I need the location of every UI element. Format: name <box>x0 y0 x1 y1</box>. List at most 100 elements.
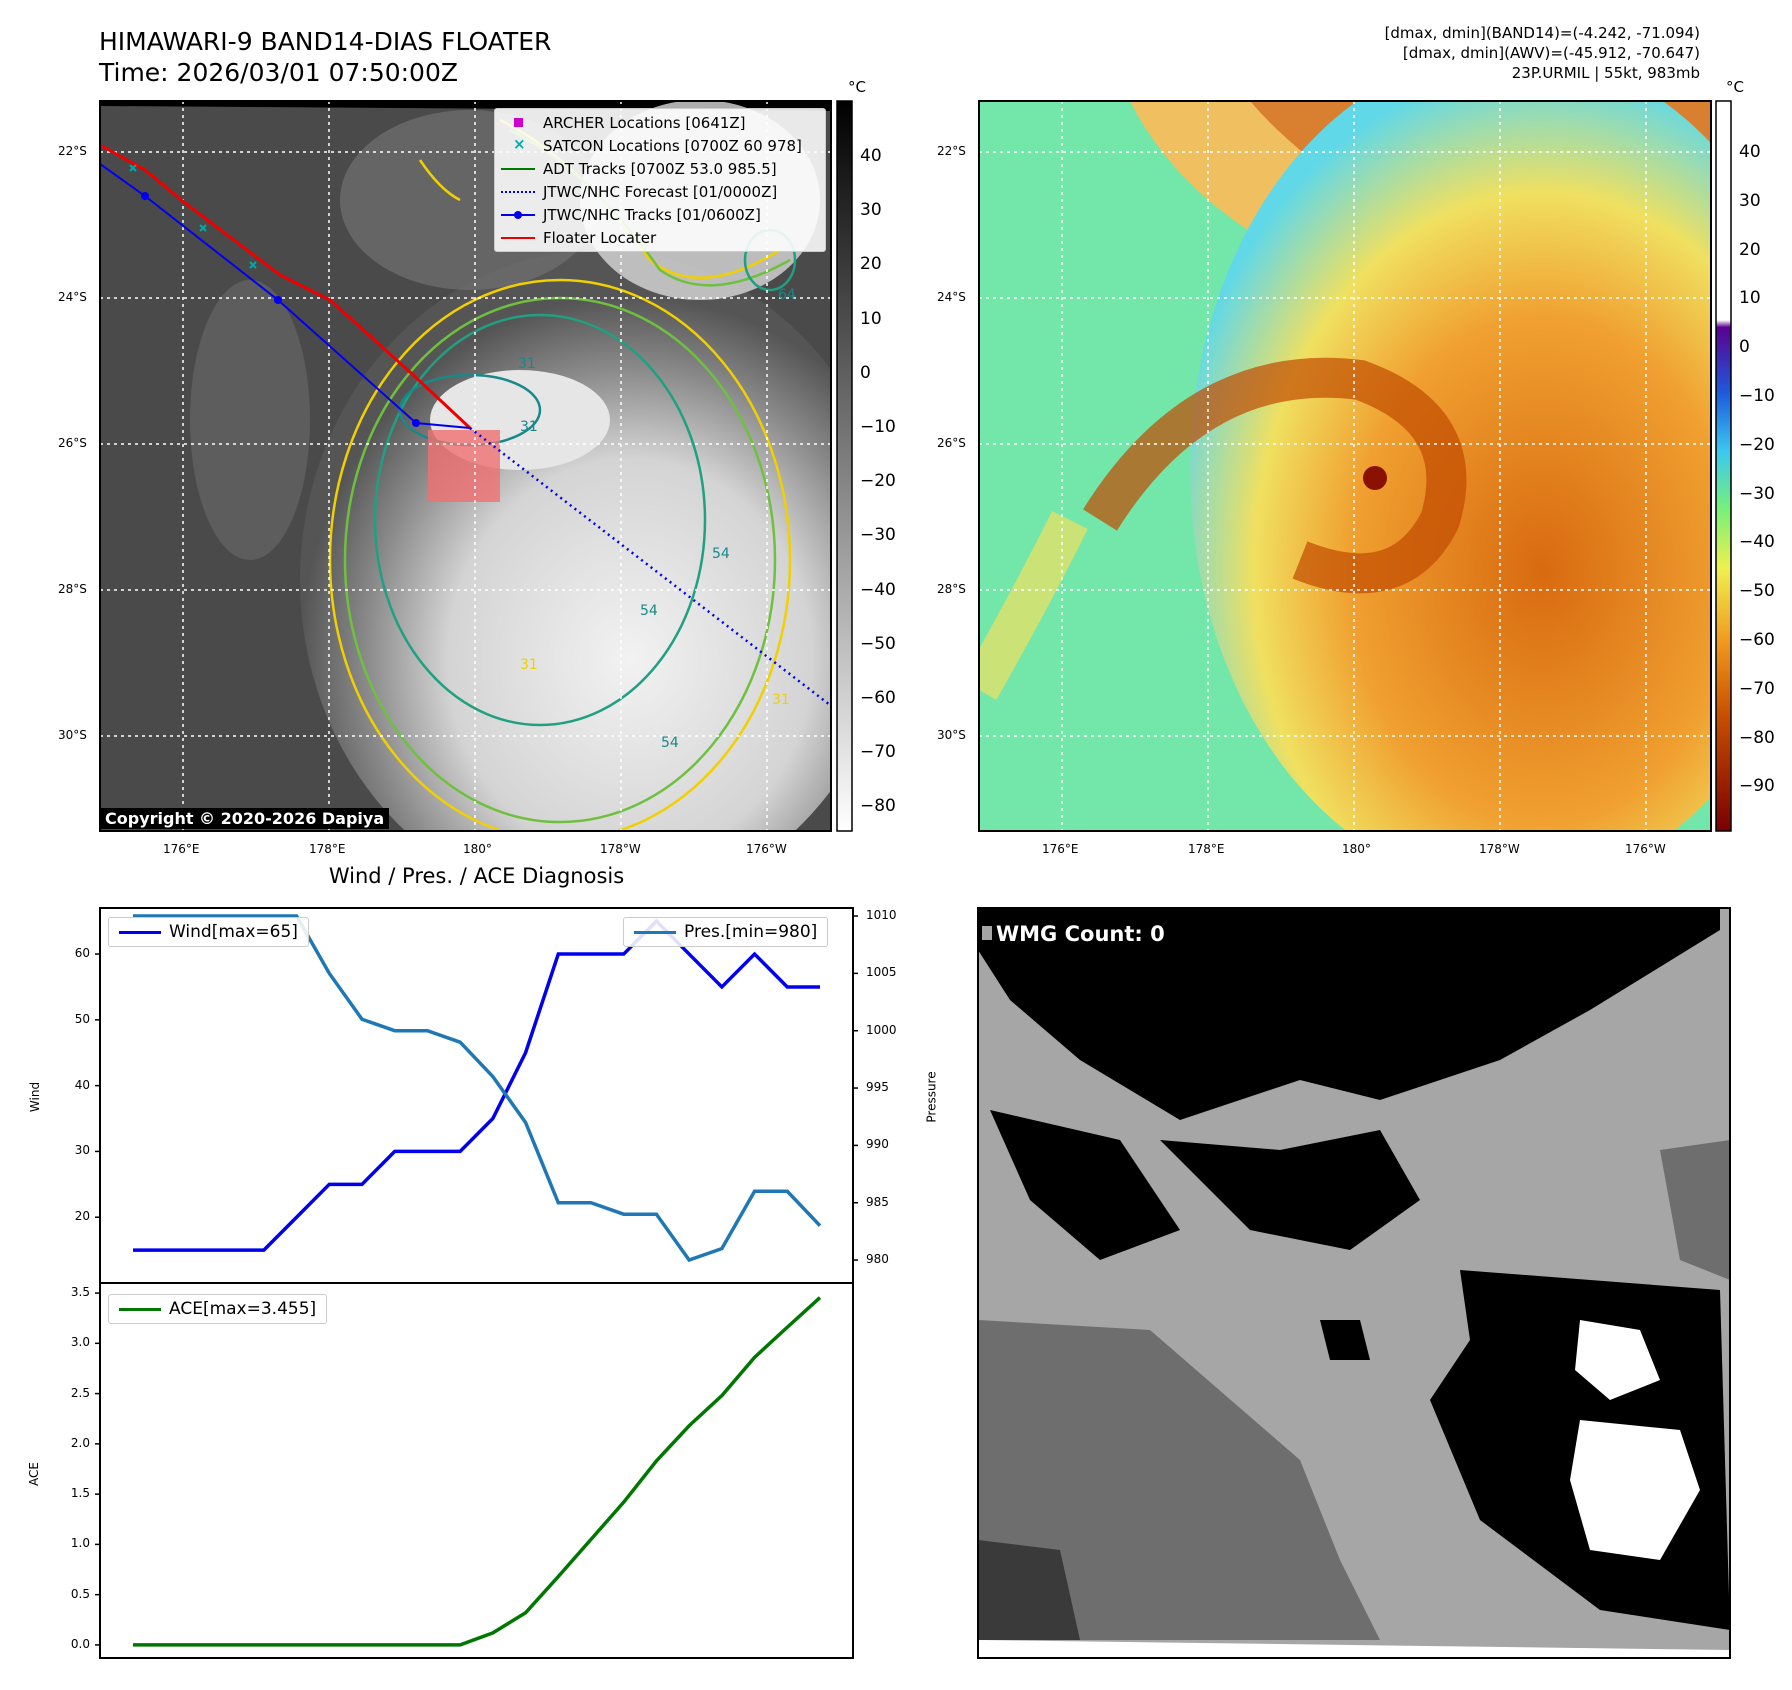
diagnosis-chart-layer <box>95 914 858 1647</box>
axis-tick-label: 1.0 <box>70 1536 90 1551</box>
colorbar-tick-label: −40 <box>1739 532 1775 553</box>
line-icon <box>634 931 676 934</box>
axis-tick-label: 50 <box>74 1011 90 1026</box>
colorbar-tick-label: −20 <box>1739 434 1775 455</box>
pressure-legend: Pres.[min=980] <box>623 917 829 947</box>
ir-colorbar <box>836 100 853 832</box>
colorbar-tick-label: 40 <box>1739 142 1761 162</box>
axis-tick-label: 1005 <box>866 965 897 980</box>
square-icon <box>514 117 523 127</box>
colorbar-tick-label: 30 <box>1739 190 1761 211</box>
ace-axis-label: ACE <box>26 1462 41 1486</box>
colorbar-tick-label: −60 <box>860 688 896 708</box>
ace-frame <box>99 1282 854 1659</box>
colorbar-tick-label: −40 <box>860 579 896 600</box>
color-frame <box>978 100 1712 832</box>
legend-item-adt: ADT Tracks [0700Z 53.0 985.5] <box>495 157 825 180</box>
contour-label: 64 <box>778 287 796 303</box>
ir-lat-label: 26°S <box>58 436 87 450</box>
legend-label: SATCON Locations [0700Z 60 978] <box>543 136 802 155</box>
colorbar-tick-label: 20 <box>1739 239 1761 260</box>
wind-series-line <box>133 918 820 1252</box>
chart-title: HIMAWARI-9 BAND14-DIAS FLOATER <box>99 27 552 56</box>
ir-lat-label: 22°S <box>58 144 87 158</box>
color-lon-label: 176°E <box>1042 842 1079 856</box>
ir-lon-label: 176°E <box>163 842 200 856</box>
color-lon-label: 180° <box>1342 842 1371 856</box>
colorbar-tick-label: 40 <box>860 146 882 166</box>
contour-label: 31 <box>520 419 538 435</box>
contour-label: 54 <box>712 546 730 562</box>
legend-item-satcon: × SATCON Locations [0700Z 60 978] <box>495 134 825 157</box>
contour-label: 54 <box>640 603 658 619</box>
legend-label: ACE[max=3.455] <box>169 1299 317 1319</box>
legend-item-archer: ARCHER Locations [0641Z] <box>495 111 825 134</box>
copyright-badge: Copyright © 2020-2026 Dapiya <box>100 808 390 829</box>
axis-tick-label: 3.5 <box>70 1285 90 1300</box>
ir-lon-label: 176°W <box>746 842 787 856</box>
pressure-axis-label: Pressure <box>924 1071 939 1123</box>
legend-label: JTWC/NHC Forecast [01/0000Z] <box>543 182 778 201</box>
axis-tick-label: 60 <box>74 946 90 961</box>
color-lon-label: 178°E <box>1188 842 1225 856</box>
axis-tick-label: 990 <box>866 1137 889 1152</box>
legend-label: ARCHER Locations [0641Z] <box>543 113 746 132</box>
colorbar-tick-label: −60 <box>1739 630 1775 650</box>
colorbar-tick-label: 0 <box>860 362 871 383</box>
axis-tick-label: 0.0 <box>70 1636 90 1651</box>
axis-tick-label: 980 <box>866 1252 889 1267</box>
axis-tick-label: 1000 <box>866 1022 897 1037</box>
ir-lon-label: 178°W <box>600 842 641 856</box>
colorbar-tick-label: −30 <box>1739 483 1775 504</box>
ir-lat-label: 30°S <box>58 728 87 742</box>
axis-tick-label: 3.0 <box>70 1335 90 1350</box>
colorbar-tick-label: 20 <box>860 254 882 275</box>
diagnosis-title: Wind / Pres. / ACE Diagnosis <box>328 864 625 888</box>
colorbar-tick-label: 30 <box>860 200 882 221</box>
axis-tick-label: 2.5 <box>70 1385 90 1400</box>
line-icon <box>501 236 535 239</box>
colorbar-tick-label: −20 <box>860 471 896 492</box>
ir-lat-label: 24°S <box>58 290 87 304</box>
legend-item-tracks: JTWC/NHC Tracks [01/0600Z] <box>495 203 825 226</box>
color-lat-label: 22°S <box>937 144 966 158</box>
colorbar-tick-label: −70 <box>860 742 896 763</box>
axis-tick-label: 20 <box>74 1209 90 1224</box>
colorbar-tick-label: −80 <box>860 796 896 817</box>
chart-time: Time: 2026/03/01 07:50:00Z <box>99 58 458 87</box>
axis-tick-label: 1.5 <box>70 1486 90 1501</box>
wind-pres-frame <box>99 907 854 1284</box>
color-imagery <box>979 101 1711 831</box>
ir-lon-label: 180° <box>463 842 492 856</box>
color-lat-label: 26°S <box>937 436 966 450</box>
axis-tick-label: 1010 <box>866 908 897 923</box>
legend-label: Wind[max=65] <box>169 922 298 942</box>
dot-icon <box>514 210 522 219</box>
legend-label: Pres.[min=980] <box>684 922 818 942</box>
color-lat-label: 24°S <box>937 290 966 304</box>
color-lon-label: 178°W <box>1479 842 1520 856</box>
colorbar-tick-label: 0 <box>1739 337 1750 358</box>
axis-tick-label: 2.0 <box>70 1435 90 1450</box>
colorbar-tick-label: −50 <box>860 633 896 654</box>
colorbar-tick-label: −10 <box>1739 386 1775 406</box>
wind-axis-label: Wind <box>28 1081 43 1113</box>
colorbar-tick-label: −90 <box>1739 776 1775 797</box>
axis-tick-label: 995 <box>866 1080 889 1095</box>
ace-legend: ACE[max=3.455] <box>108 1294 328 1324</box>
dotted-line-icon <box>501 190 535 193</box>
ir-frame <box>99 100 832 832</box>
pressure-series-line <box>133 914 822 1263</box>
x-marker-icon: × <box>513 134 526 153</box>
colorbar-tick-label: −30 <box>860 525 896 546</box>
legend-label: ADT Tracks [0700Z 53.0 985.5] <box>543 159 777 178</box>
line-icon <box>119 1308 161 1311</box>
contour-label: 54 <box>661 735 679 751</box>
contour-label: 31 <box>518 356 536 372</box>
axis-tick-label: 0.5 <box>70 1586 90 1601</box>
ace-series-line <box>133 1296 822 1647</box>
colorbar-tick-label: −50 <box>1739 581 1775 602</box>
line-icon <box>119 931 161 934</box>
wmg-frame <box>977 907 1731 1659</box>
ir-colorbar-unit: °C <box>848 78 866 96</box>
